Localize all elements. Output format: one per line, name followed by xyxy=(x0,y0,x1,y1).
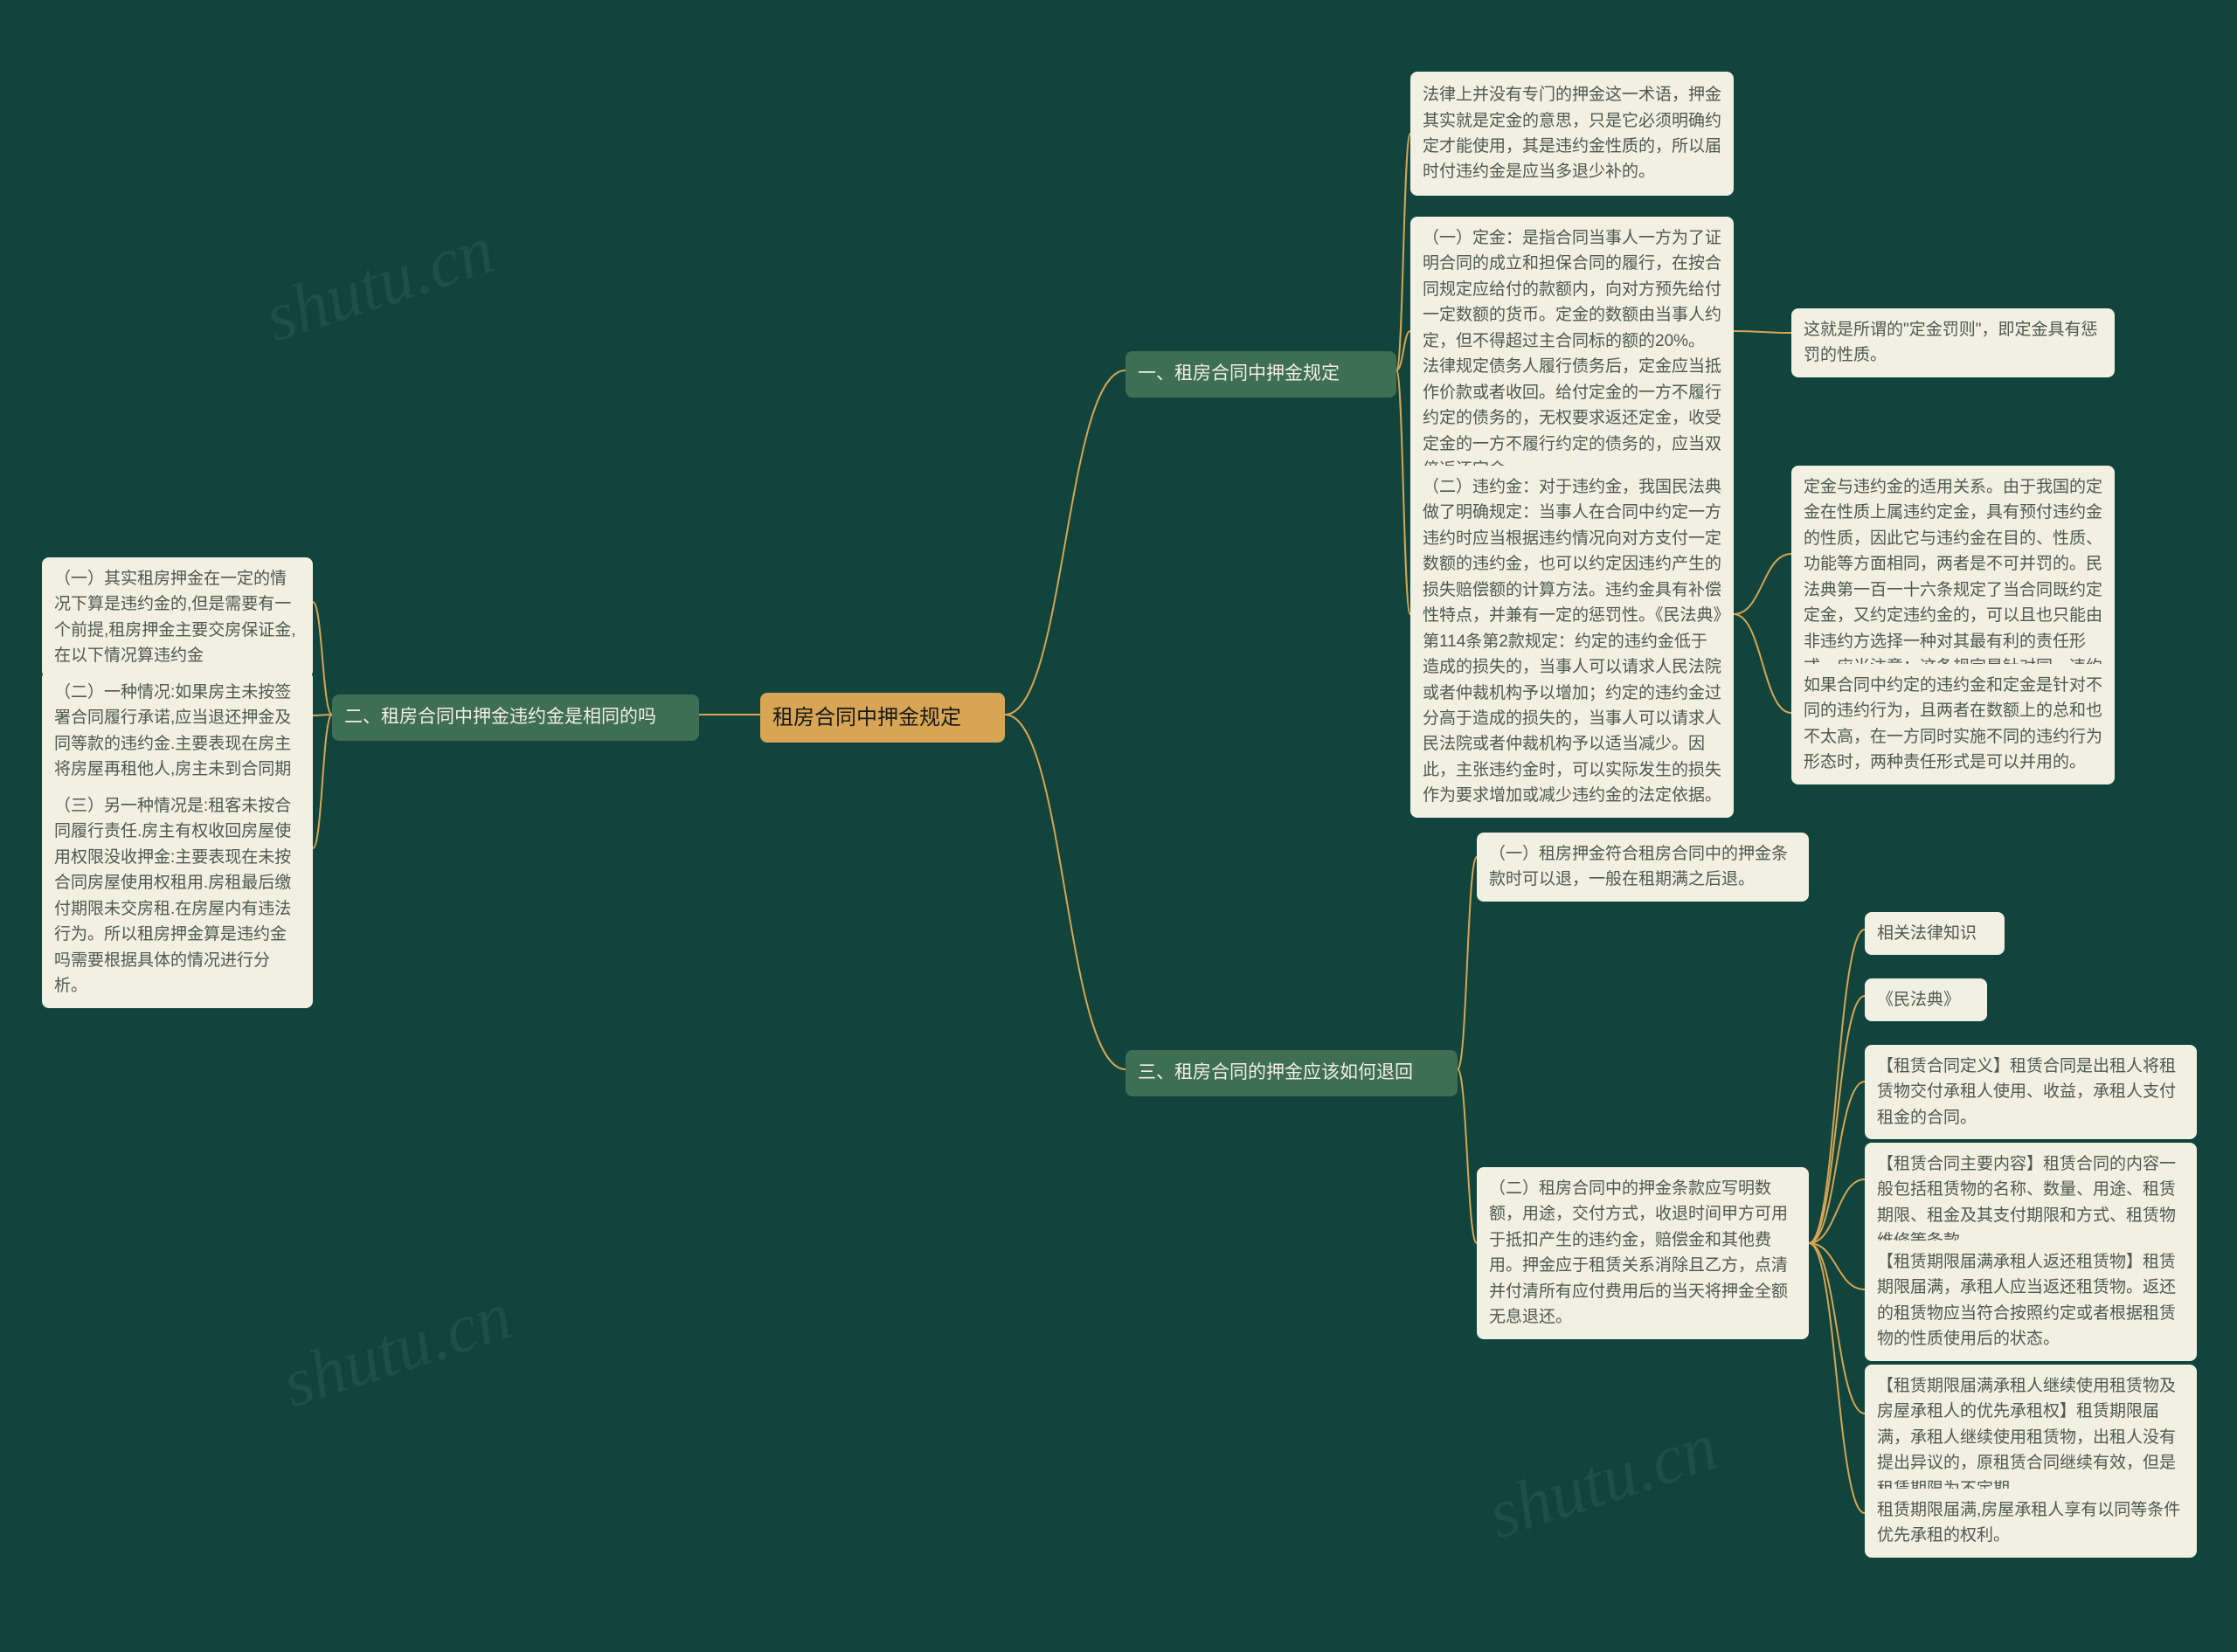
connector-b3-b3c1 xyxy=(1458,857,1477,1069)
mindmap-node-b1c3b[interactable]: 如果合同中约定的违约金和定金是针对不同的违约行为，且两者在数额上的总和也不太高，… xyxy=(1791,664,2115,785)
mindmap-node-b3c2b[interactable]: 《民法典》 xyxy=(1865,978,1987,1021)
mindmap-node-b1c2a[interactable]: 这就是所谓的"定金罚则"，即定金具有惩罚的性质。 xyxy=(1791,308,2115,377)
connector-b3c2-b3c2c xyxy=(1809,1082,1865,1243)
mindmap-node-b3c2c[interactable]: 【租赁合同定义】租赁合同是出租人将租赁物交付承租人使用、收益，承租人支付租金的合… xyxy=(1865,1045,2197,1139)
connector-b1-b1c1 xyxy=(1396,134,1410,370)
mindmap-node-b1c1[interactable]: 法律上并没有专门的押金这一术语，押金其实就是定金的意思，只是它必须明确约定才能使… xyxy=(1410,72,1734,196)
connector-b2-b2c1 xyxy=(313,602,332,715)
connector-root-b3 xyxy=(1005,715,1125,1069)
mindmap-node-b3c2g[interactable]: 租赁期限届满,房屋承租人享有以同等条件优先承租的权利。 xyxy=(1865,1489,2197,1558)
connector-b1c2-b1c2a xyxy=(1734,331,1791,333)
connector-b1c3-b1c3b xyxy=(1734,614,1791,713)
mindmap-node-b3c1[interactable]: （一）租房押金符合租房合同中的押金条款时可以退，一般在租期满之后退。 xyxy=(1477,833,1809,902)
mindmap-node-b2c1[interactable]: （一）其实租房押金在一定的情况下算是违约金的,但是需要有一个前提,租房押金主要交… xyxy=(42,557,313,678)
mindmap-node-b3c2[interactable]: （二）租房合同中的押金条款应写明数额，用途，交付方式，收退时间甲方可用于抵扣产生… xyxy=(1477,1167,1809,1339)
mindmap-node-b3c2a[interactable]: 相关法律知识 xyxy=(1865,912,2005,955)
mindmap-node-b3c2e[interactable]: 【租赁期限届满承租人返还租赁物】租赁期限届满，承租人应当返还租赁物。返还的租赁物… xyxy=(1865,1241,2197,1361)
connector-b1c3-b1c3a xyxy=(1734,554,1791,614)
connector-b1-b1c3 xyxy=(1396,370,1410,614)
mindmap-node-b1[interactable]: 一、租房合同中押金规定 xyxy=(1125,351,1396,397)
mindmap-node-b2[interactable]: 二、租房合同中押金违约金是相同的吗 xyxy=(332,695,699,741)
connector-b3c2-b3c2g xyxy=(1809,1243,1865,1513)
connector-b2-b2c3 xyxy=(313,715,332,848)
mindmap-node-root[interactable]: 租房合同中押金规定 xyxy=(760,693,1005,743)
connector-b3c2-b3c2f xyxy=(1809,1243,1865,1414)
connector-b3-b3c2 xyxy=(1458,1069,1477,1243)
connector-b3c2-b3c2b xyxy=(1809,996,1865,1243)
mindmap-node-b3[interactable]: 三、租房合同的押金应该如何退回 xyxy=(1125,1050,1458,1096)
mindmap-node-b1c3[interactable]: （二）违约金：对于违约金，我国民法典做了明确规定：当事人在合同中约定一方违约时应… xyxy=(1410,466,1734,818)
mindmap-node-b2c3[interactable]: （三）另一种情况是:租客未按合同履行责任.房主有权收回房屋使用权限没收押金:主要… xyxy=(42,785,313,1008)
connector-root-b1 xyxy=(1005,370,1125,715)
mindmap-node-b1c2[interactable]: （一）定金：是指合同当事人一方为了证明合同的成立和担保合同的履行，在按合同规定应… xyxy=(1410,217,1734,491)
